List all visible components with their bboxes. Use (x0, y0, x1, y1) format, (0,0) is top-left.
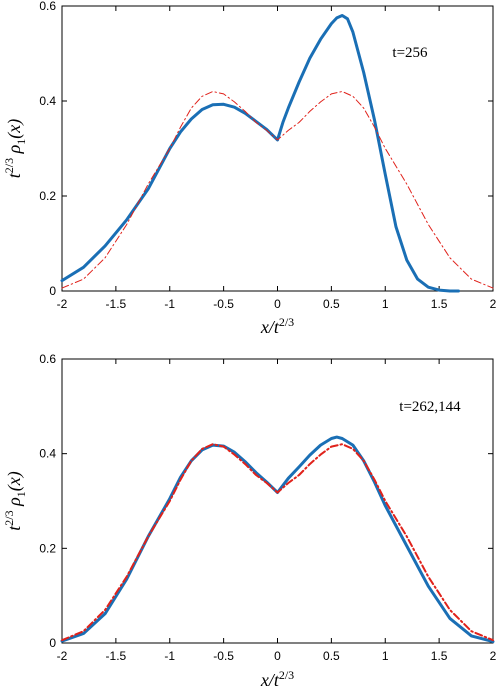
x-tick-label: 2 (490, 649, 497, 663)
x-tick-label: 1.5 (431, 297, 448, 311)
x-tick-label: -2 (57, 297, 68, 311)
plot-frame (61, 5, 494, 292)
x-tick-label: -1.5 (106, 297, 127, 311)
x-tick-label: 0 (274, 649, 281, 663)
y-tick-label: 0 (49, 284, 56, 298)
x-tick-label: -1.5 (106, 649, 127, 663)
y-tick-label: 0.4 (39, 94, 56, 108)
y-tick-label: 0 (49, 636, 56, 650)
bottom-chart: -2 -1.5 -1 -0.5 0 0.5 1 1.5 2 0 0.2 0.4 0.6 t=262,144… (2, 352, 497, 690)
x-tick-label: -0.5 (213, 297, 234, 311)
x-tick-label: 2 (490, 297, 497, 311)
y-tick-label: 0.6 (39, 0, 56, 13)
time-annotation: t=262,144 (399, 399, 461, 415)
measured-curve (60, 435, 495, 644)
theory-curve (61, 443, 494, 642)
y-axis-label: t2/3​ ρ1​(x) (2, 471, 28, 530)
x-tick-label: -0.5 (213, 649, 234, 663)
y-tick-label: 0.4 (39, 447, 56, 461)
measured-curve (60, 14, 460, 293)
x-tick-label: 1 (382, 297, 389, 311)
theory-curve (61, 91, 494, 289)
x-tick-label: -1 (164, 649, 175, 663)
x-tick-label: 0.5 (323, 649, 340, 663)
top-chart: -2 -1.5 -1 -0.5 0 0.5 1 1.5 2 0 0.2 0.4 0.6 t=256 x/t2… (2, 0, 497, 337)
y-tick-label: 0.2 (39, 541, 56, 555)
x-axis-label: x/t2/3​ (260, 668, 294, 690)
x-tick-label: 1 (382, 649, 389, 663)
x-tick-label: -2 (57, 649, 68, 663)
y-tick-label: 0.2 (39, 189, 56, 203)
time-annotation: t=256 (392, 45, 428, 61)
x-tick-label: 1.5 (431, 649, 448, 663)
y-tick-label: 0.6 (39, 352, 56, 366)
x-tick-label: -1 (164, 297, 175, 311)
x-tick-label: 0.5 (323, 297, 340, 311)
x-axis-label: x/t2/3​ (260, 315, 294, 337)
x-tick-label: 0 (274, 297, 281, 311)
y-axis-label: t2/3​ ρ1​(x) (2, 119, 28, 178)
